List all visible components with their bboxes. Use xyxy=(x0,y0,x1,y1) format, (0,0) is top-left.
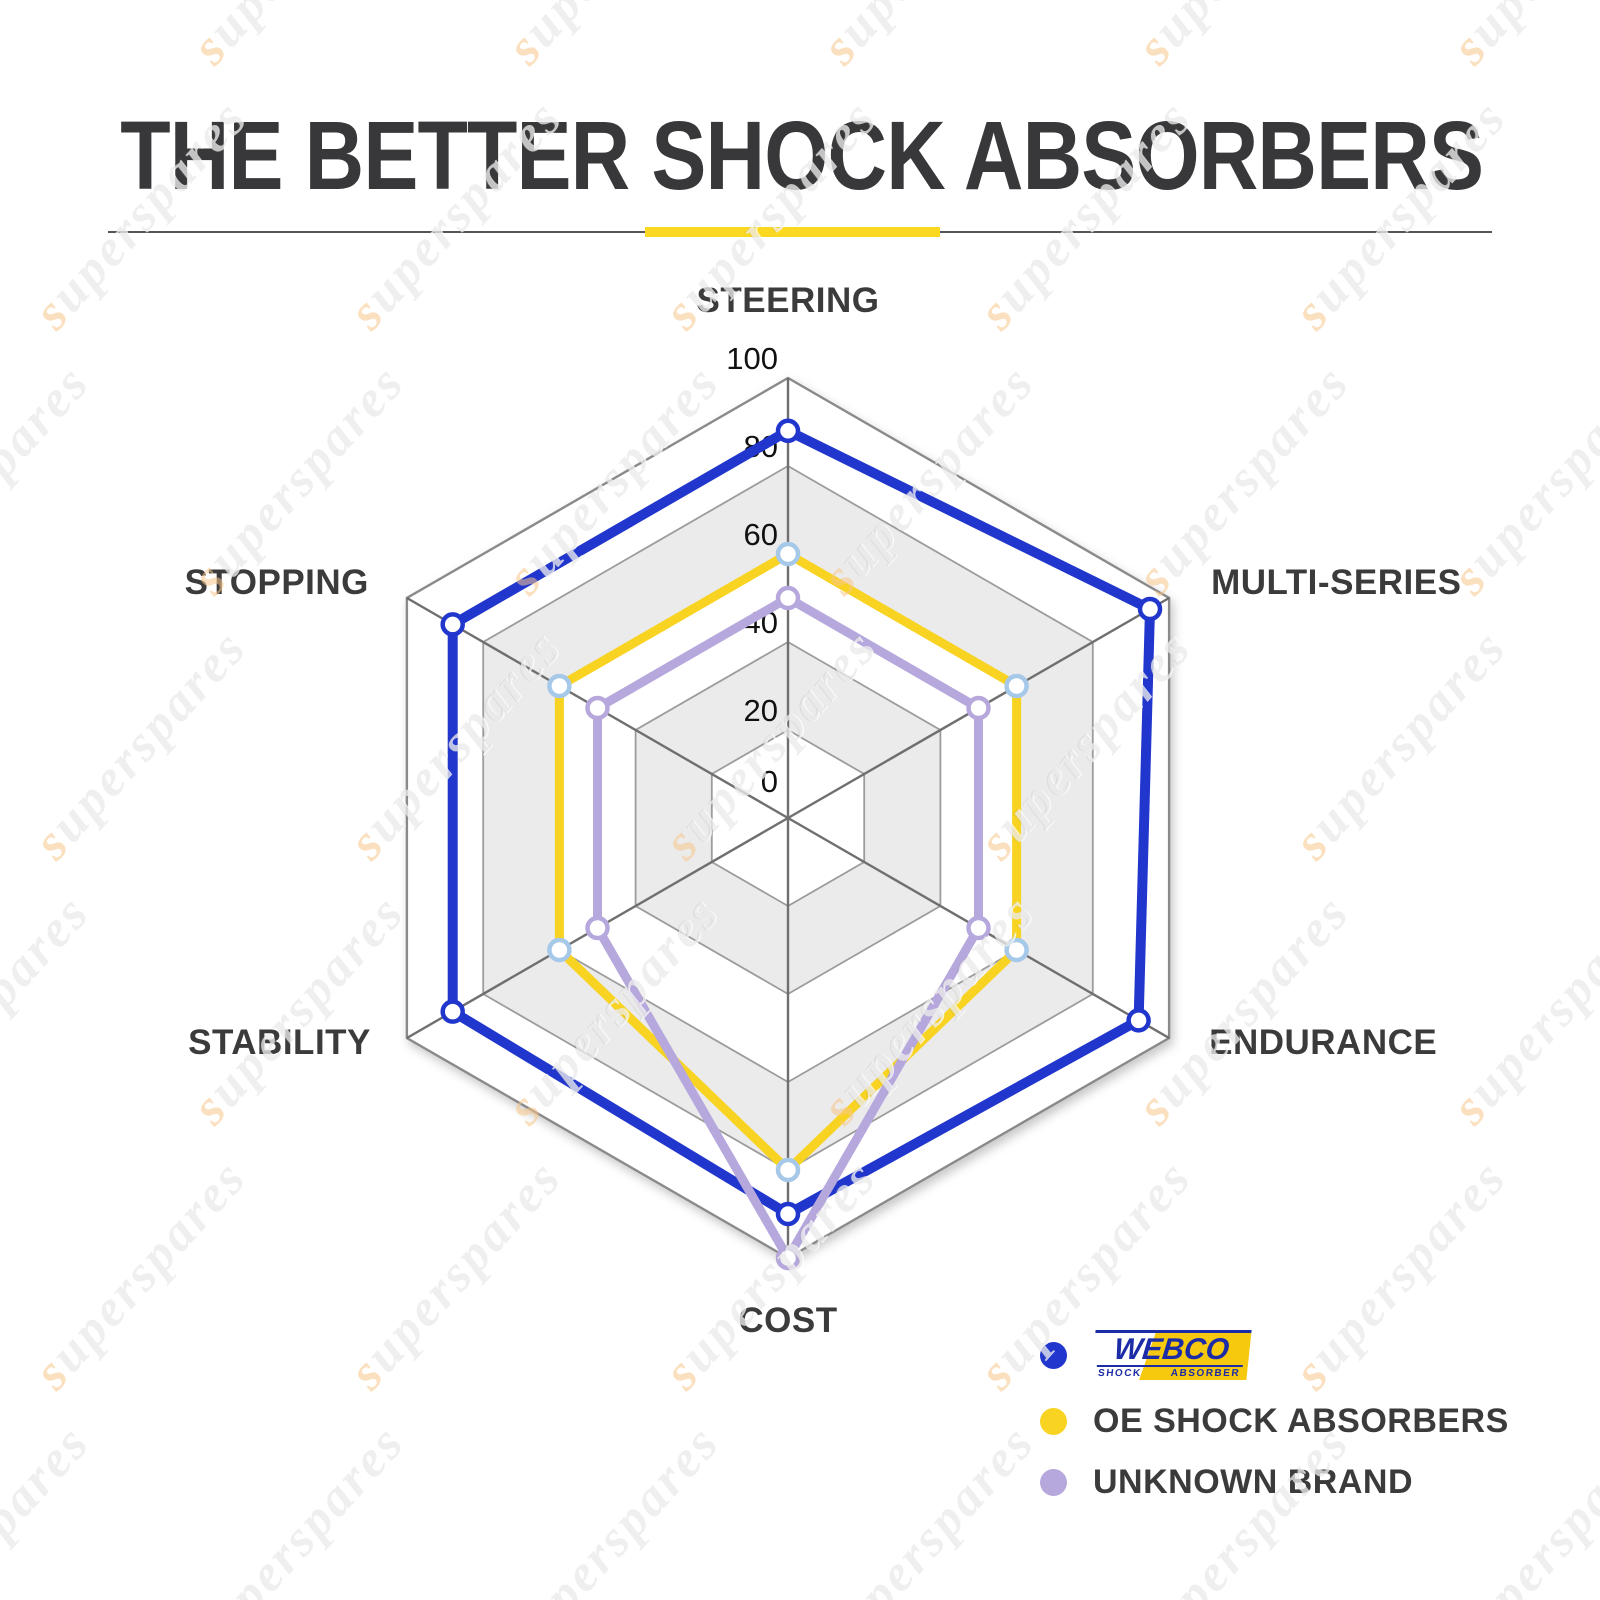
legend-item-oe: OE SHOCK ABSORBERS xyxy=(1040,1402,1509,1441)
data-point-webco-steering xyxy=(775,418,801,444)
data-point-oe-shock-absorbers-steering xyxy=(775,541,801,567)
tick-label-0: 0 xyxy=(761,764,778,799)
data-point-unknown-brand-stopping xyxy=(585,695,610,721)
data-point-unknown-brand-multi-series xyxy=(966,695,991,721)
webco-series-dot xyxy=(1040,1341,1067,1369)
webco-logo-text: WEBCO xyxy=(1112,1333,1231,1366)
data-point-unknown-brand-stability xyxy=(585,915,610,941)
data-point-webco-multi-series xyxy=(1137,596,1163,622)
data-point-oe-shock-absorbers-endurance xyxy=(1004,937,1029,963)
tick-label-60: 60 xyxy=(744,517,778,552)
axis-label-multi-series: MULTI-SERIES xyxy=(1211,563,1461,602)
legend: WEBCO SHOCK ABSORBER OE SHOCK ABSORBERS … xyxy=(1040,1330,1509,1524)
divider-accent-bar xyxy=(645,227,940,237)
data-point-webco-endurance xyxy=(1126,1008,1151,1033)
axis-label-stopping: STOPPING xyxy=(185,563,369,602)
data-point-oe-shock-absorbers-multi-series xyxy=(1004,673,1029,699)
webco-logo: WEBCO SHOCK ABSORBER xyxy=(1090,1330,1252,1380)
webco-sub-left: SHOCK xyxy=(1097,1368,1143,1379)
data-point-webco-stopping xyxy=(440,612,465,637)
data-point-webco-cost xyxy=(775,1201,801,1227)
data-point-unknown-brand-cost xyxy=(775,1245,801,1271)
unknown-series-dot xyxy=(1040,1469,1067,1496)
data-point-oe-shock-absorbers-stability xyxy=(547,937,572,963)
axis-label-steering: STEERING xyxy=(697,281,880,320)
webco-logo-subtext: SHOCK ABSORBER xyxy=(1090,1368,1247,1379)
oe-series-dot xyxy=(1040,1408,1067,1435)
header: THE BETTER SHOCK ABSORBERS xyxy=(0,0,1600,212)
legend-label-oe: OE SHOCK ABSORBERS xyxy=(1093,1402,1509,1440)
tick-label-100: 100 xyxy=(726,341,778,376)
axis-label-endurance: ENDURANCE xyxy=(1209,1023,1437,1062)
data-point-oe-shock-absorbers-cost xyxy=(775,1157,801,1183)
data-point-unknown-brand-endurance xyxy=(966,915,991,941)
data-point-unknown-brand-steering xyxy=(775,585,801,611)
page-title: THE BETTER SHOCK ABSORBERS xyxy=(120,101,1484,210)
legend-label-unknown: UNKNOWN BRAND xyxy=(1093,1463,1414,1501)
data-point-oe-shock-absorbers-stopping xyxy=(547,673,572,699)
webco-logo-rule xyxy=(1096,1365,1243,1367)
legend-item-unknown: UNKNOWN BRAND xyxy=(1040,1463,1509,1502)
data-point-webco-stability xyxy=(440,999,465,1024)
axis-label-cost: COST xyxy=(738,1301,837,1340)
axis-label-stability: STABILITY xyxy=(188,1023,371,1062)
webco-sub-right: ABSORBER xyxy=(1170,1368,1241,1379)
tick-label-20: 20 xyxy=(744,693,778,728)
legend-item-webco: WEBCO SHOCK ABSORBER xyxy=(1040,1330,1509,1380)
divider-line xyxy=(108,227,1492,237)
